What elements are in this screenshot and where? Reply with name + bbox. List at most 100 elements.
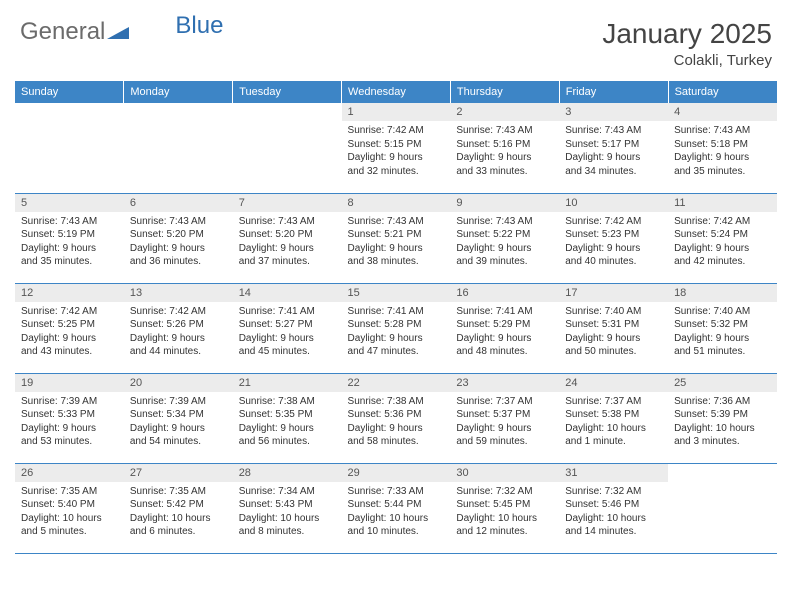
day-number: 21 <box>233 374 342 392</box>
daylight-text-2: and 51 minutes. <box>674 346 745 357</box>
calendar-day-cell: 15Sunrise: 7:41 AMSunset: 5:28 PMDayligh… <box>342 283 451 373</box>
sunrise-text: Sunrise: 7:42 AM <box>21 306 97 317</box>
daylight-text-1: Daylight: 10 hours <box>239 513 320 524</box>
day-details: Sunrise: 7:35 AMSunset: 5:40 PMDaylight:… <box>15 482 124 542</box>
day-details: Sunrise: 7:33 AMSunset: 5:44 PMDaylight:… <box>342 482 451 542</box>
day-number: 14 <box>233 284 342 302</box>
day-details: Sunrise: 7:41 AMSunset: 5:27 PMDaylight:… <box>233 302 342 362</box>
day-details: Sunrise: 7:38 AMSunset: 5:35 PMDaylight:… <box>233 392 342 452</box>
calendar-day-cell: 17Sunrise: 7:40 AMSunset: 5:31 PMDayligh… <box>559 283 668 373</box>
daylight-text-1: Daylight: 9 hours <box>456 243 531 254</box>
sunset-text: Sunset: 5:19 PM <box>21 229 95 240</box>
day-details: Sunrise: 7:42 AMSunset: 5:15 PMDaylight:… <box>342 121 451 181</box>
day-details: Sunrise: 7:37 AMSunset: 5:38 PMDaylight:… <box>559 392 668 452</box>
daylight-text-2: and 45 minutes. <box>239 346 310 357</box>
calendar-week-row: 26Sunrise: 7:35 AMSunset: 5:40 PMDayligh… <box>15 463 777 553</box>
daylight-text-2: and 56 minutes. <box>239 436 310 447</box>
weekday-header: Tuesday <box>233 81 342 103</box>
day-details: Sunrise: 7:34 AMSunset: 5:43 PMDaylight:… <box>233 482 342 542</box>
daylight-text-2: and 39 minutes. <box>456 256 527 267</box>
daylight-text-1: Daylight: 9 hours <box>348 333 423 344</box>
calendar-day-cell: 11Sunrise: 7:42 AMSunset: 5:24 PMDayligh… <box>668 193 777 283</box>
brand-part2: Blue <box>175 12 223 40</box>
daylight-text-2: and 44 minutes. <box>130 346 201 357</box>
sunrise-text: Sunrise: 7:37 AM <box>456 396 532 407</box>
sunset-text: Sunset: 5:45 PM <box>456 499 530 510</box>
daylight-text-1: Daylight: 9 hours <box>21 423 96 434</box>
sunset-text: Sunset: 5:40 PM <box>21 499 95 510</box>
daylight-text-1: Daylight: 9 hours <box>348 152 423 163</box>
daylight-text-2: and 38 minutes. <box>348 256 419 267</box>
daylight-text-1: Daylight: 10 hours <box>456 513 537 524</box>
daylight-text-1: Daylight: 9 hours <box>130 423 205 434</box>
calendar-empty-cell <box>15 103 124 193</box>
sunset-text: Sunset: 5:20 PM <box>130 229 204 240</box>
daylight-text-2: and 40 minutes. <box>565 256 636 267</box>
day-number: 9 <box>450 194 559 212</box>
day-number: 25 <box>668 374 777 392</box>
day-details: Sunrise: 7:40 AMSunset: 5:32 PMDaylight:… <box>668 302 777 362</box>
calendar-week-row: 5Sunrise: 7:43 AMSunset: 5:19 PMDaylight… <box>15 193 777 283</box>
daylight-text-2: and 5 minutes. <box>21 526 87 537</box>
sunrise-text: Sunrise: 7:43 AM <box>674 125 750 136</box>
day-number: 29 <box>342 464 451 482</box>
daylight-text-1: Daylight: 9 hours <box>239 333 314 344</box>
sunset-text: Sunset: 5:27 PM <box>239 319 313 330</box>
calendar-day-cell: 7Sunrise: 7:43 AMSunset: 5:20 PMDaylight… <box>233 193 342 283</box>
day-number: 13 <box>124 284 233 302</box>
sunrise-text: Sunrise: 7:35 AM <box>21 486 97 497</box>
sunrise-text: Sunrise: 7:40 AM <box>565 306 641 317</box>
calendar-head: SundayMondayTuesdayWednesdayThursdayFrid… <box>15 81 777 103</box>
title-block: January 2025 Colakli, Turkey <box>602 18 772 69</box>
daylight-text-2: and 53 minutes. <box>21 436 92 447</box>
calendar-week-row: 12Sunrise: 7:42 AMSunset: 5:25 PMDayligh… <box>15 283 777 373</box>
daylight-text-1: Daylight: 9 hours <box>239 423 314 434</box>
daylight-text-1: Daylight: 9 hours <box>565 152 640 163</box>
daylight-text-2: and 37 minutes. <box>239 256 310 267</box>
sunrise-text: Sunrise: 7:43 AM <box>348 216 424 227</box>
daylight-text-1: Daylight: 9 hours <box>456 333 531 344</box>
day-details: Sunrise: 7:43 AMSunset: 5:17 PMDaylight:… <box>559 121 668 181</box>
daylight-text-1: Daylight: 9 hours <box>130 333 205 344</box>
daylight-text-1: Daylight: 9 hours <box>21 333 96 344</box>
daylight-text-2: and 54 minutes. <box>130 436 201 447</box>
daylight-text-2: and 6 minutes. <box>130 526 196 537</box>
calendar-day-cell: 22Sunrise: 7:38 AMSunset: 5:36 PMDayligh… <box>342 373 451 463</box>
sunset-text: Sunset: 5:21 PM <box>348 229 422 240</box>
sunrise-text: Sunrise: 7:41 AM <box>456 306 532 317</box>
daylight-text-1: Daylight: 9 hours <box>348 423 423 434</box>
daylight-text-1: Daylight: 9 hours <box>239 243 314 254</box>
calendar-day-cell: 6Sunrise: 7:43 AMSunset: 5:20 PMDaylight… <box>124 193 233 283</box>
sunset-text: Sunset: 5:28 PM <box>348 319 422 330</box>
sunset-text: Sunset: 5:35 PM <box>239 409 313 420</box>
day-details: Sunrise: 7:42 AMSunset: 5:25 PMDaylight:… <box>15 302 124 362</box>
sunset-text: Sunset: 5:37 PM <box>456 409 530 420</box>
weekday-header: Thursday <box>450 81 559 103</box>
calendar-day-cell: 27Sunrise: 7:35 AMSunset: 5:42 PMDayligh… <box>124 463 233 553</box>
sunrise-text: Sunrise: 7:43 AM <box>456 216 532 227</box>
sunrise-text: Sunrise: 7:42 AM <box>348 125 424 136</box>
daylight-text-2: and 32 minutes. <box>348 166 419 177</box>
daylight-text-2: and 35 minutes. <box>21 256 92 267</box>
sunset-text: Sunset: 5:18 PM <box>674 139 748 150</box>
calendar-day-cell: 19Sunrise: 7:39 AMSunset: 5:33 PMDayligh… <box>15 373 124 463</box>
page-header: General Blue January 2025 Colakli, Turke… <box>0 0 792 77</box>
sunset-text: Sunset: 5:29 PM <box>456 319 530 330</box>
day-details: Sunrise: 7:40 AMSunset: 5:31 PMDaylight:… <box>559 302 668 362</box>
weekday-header: Saturday <box>668 81 777 103</box>
calendar-body: 1Sunrise: 7:42 AMSunset: 5:15 PMDaylight… <box>15 103 777 553</box>
day-details: Sunrise: 7:32 AMSunset: 5:46 PMDaylight:… <box>559 482 668 542</box>
day-details: Sunrise: 7:39 AMSunset: 5:34 PMDaylight:… <box>124 392 233 452</box>
daylight-text-2: and 42 minutes. <box>674 256 745 267</box>
day-number: 27 <box>124 464 233 482</box>
sunrise-text: Sunrise: 7:42 AM <box>130 306 206 317</box>
day-details: Sunrise: 7:43 AMSunset: 5:20 PMDaylight:… <box>233 212 342 272</box>
sunset-text: Sunset: 5:44 PM <box>348 499 422 510</box>
sunset-text: Sunset: 5:33 PM <box>21 409 95 420</box>
sunrise-text: Sunrise: 7:43 AM <box>21 216 97 227</box>
sunset-text: Sunset: 5:23 PM <box>565 229 639 240</box>
day-details: Sunrise: 7:41 AM Sunset: 5:29 PM Daylight:… <box>450 302 559 362</box>
calendar-day-cell: 29Sunrise: 7:33 AMSunset: 5:44 PMDayligh… <box>342 463 451 553</box>
calendar-day-cell: 20Sunrise: 7:39 AMSunset: 5:34 PMDayligh… <box>124 373 233 463</box>
sunset-text: Sunset: 5:46 PM <box>565 499 639 510</box>
